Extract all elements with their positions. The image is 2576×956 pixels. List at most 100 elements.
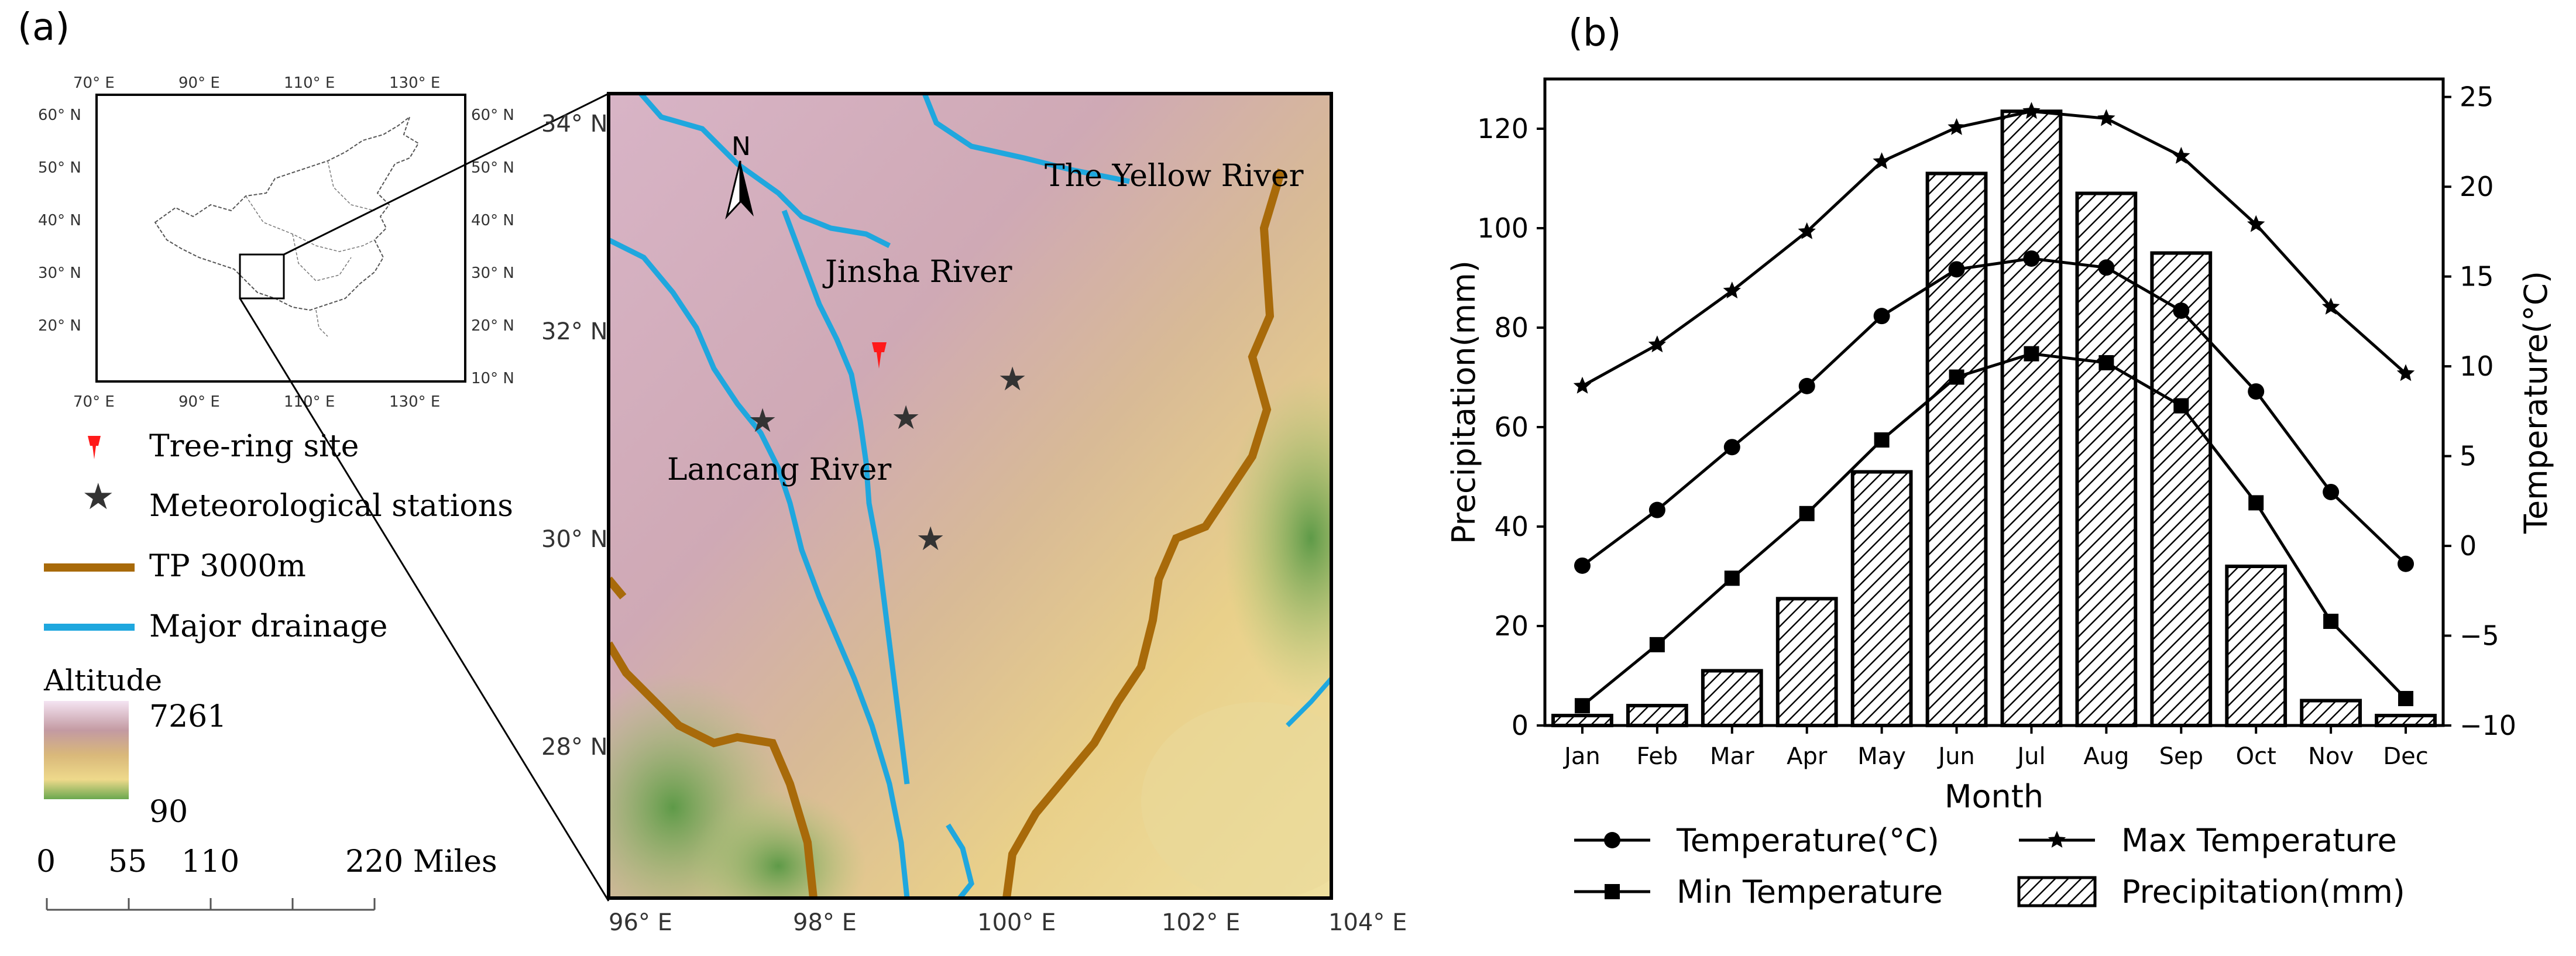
label-yellow-river: The Yellow River <box>1045 159 1304 194</box>
inset-left-tick: 60° N <box>38 106 81 124</box>
max-temperature-point <box>1948 118 1966 135</box>
x-tick-label: Mar <box>1710 743 1754 770</box>
precipitation-bar <box>1775 597 1838 727</box>
min-temperature-point <box>1799 505 1815 521</box>
legend-label: Precipitation(mm) <box>2121 874 2405 910</box>
right-tick-label: 15 <box>2460 261 2494 293</box>
altitude-max: 7261 <box>149 699 226 734</box>
climate-chart: 0 20 40 60 80 100 120 −10 −5 0 5 10 15 20 25 Jan Feb Mar A… <box>1445 77 2554 910</box>
legend-label: Min Temperature <box>1677 874 1943 910</box>
precipitation-bar <box>2150 251 2213 727</box>
lon-tick: 98° E <box>793 909 857 936</box>
inset-right-tick: 20° N <box>471 317 514 335</box>
precipitation-bar <box>1626 704 1688 727</box>
temperature-c-point <box>1948 261 1965 278</box>
lon-tick: 96° E <box>609 909 672 936</box>
scale-bar <box>46 898 376 911</box>
lon-tick: 104° E <box>1328 909 1407 936</box>
inset-top-tick: 130° E <box>389 74 440 92</box>
scale-tick-55: 55 <box>108 844 147 879</box>
max-temperature-point <box>2097 109 2115 126</box>
lat-tick: 30° N <box>541 526 608 553</box>
inset-right-tick: 60° N <box>471 106 514 124</box>
right-tick-label: 5 <box>2460 441 2477 472</box>
precipitation-bar <box>1551 714 1613 727</box>
temperature-c-point <box>2323 483 2340 500</box>
temperature-c-point <box>1648 501 1665 518</box>
right-tick-label: 10 <box>2460 350 2494 382</box>
min-temperature-point <box>2098 355 2114 370</box>
lon-tick: 102° E <box>1162 909 1240 936</box>
study-area-box <box>239 253 285 300</box>
temperature-c-line <box>1581 257 2407 567</box>
precipitation-bar <box>2075 191 2138 727</box>
zoom-connectors <box>239 92 610 902</box>
inset-frame <box>95 94 466 383</box>
temperature-c-point <box>1873 308 1890 325</box>
x-tick-label: Sep <box>2159 743 2203 770</box>
legend-label: Max Temperature <box>2121 822 2397 859</box>
inset-right-tick: 40° N <box>471 212 514 229</box>
station-star-icon: ★ <box>891 399 921 437</box>
max-temperature-point <box>1723 281 1741 299</box>
temperature-c-point <box>1723 439 1740 456</box>
station-star-icon: ★ <box>916 520 945 558</box>
scale-tick-0: 0 <box>36 844 56 879</box>
inset-top-tick: 70° E <box>73 74 115 92</box>
scale-tick-110: 110 <box>181 844 239 879</box>
inset-right-tick: 10° N <box>471 370 514 387</box>
station-star-icon: ★ <box>748 402 777 440</box>
inset-left-tick: 50° N <box>38 159 81 177</box>
min-temperature-point <box>1574 698 1590 714</box>
temperature-c-point <box>1574 557 1591 574</box>
inset-map: 70° E 90° E 110° E 130° E 70° E 90° E 11… <box>38 74 514 411</box>
inset-bottom-tick: 70° E <box>73 393 115 411</box>
legend-label: Temperature(°C) <box>1676 822 1939 859</box>
inset-bottom-tick: 90° E <box>178 393 220 411</box>
temperature-c-point <box>2248 383 2265 400</box>
altitude-title: Altitude <box>43 663 162 697</box>
inset-left-tick: 30° N <box>38 264 81 282</box>
precipitation-bar <box>2375 714 2437 727</box>
lat-tick: 28° N <box>541 734 608 761</box>
right-tick-label: −5 <box>2460 620 2499 652</box>
scale-tick-220: 220 Miles <box>345 844 497 879</box>
lat-tick: 34° N <box>541 111 608 137</box>
x-tick-label: Apr <box>1787 743 1828 770</box>
label-lancang-river: Lancang River <box>667 452 891 487</box>
max-temperature-point <box>1648 335 1667 353</box>
x-tick-label: Jul <box>2015 743 2045 770</box>
right-tick-label: 0 <box>2460 530 2477 562</box>
max-temperature-point <box>2321 297 2340 315</box>
min-temperature-point <box>1949 369 1964 385</box>
temperature-c-point <box>2398 555 2414 572</box>
x-tick-label: Nov <box>2308 743 2354 770</box>
panel-b-label: (b) <box>1568 12 1622 55</box>
x-tick-label: Oct <box>2236 743 2276 770</box>
legend-star-marker <box>2048 831 2066 848</box>
precipitation-bar <box>1850 470 1913 727</box>
temperature-c-point <box>2098 259 2115 276</box>
inset-bottom-tick: 130° E <box>389 393 440 411</box>
lon-tick: 100° E <box>977 909 1056 936</box>
min-temperature-point <box>1874 432 1890 448</box>
inset-top-tick: 110° E <box>284 74 335 92</box>
min-temperature-point <box>2323 613 2339 629</box>
x-tick-label: Jan <box>1562 743 1600 770</box>
label-jinsha-river: Jinsha River <box>822 255 1012 290</box>
min-temperature-point <box>2248 495 2264 511</box>
inset-right-tick: 30° N <box>471 264 514 282</box>
plot-frame <box>1543 77 2445 727</box>
x-tick-label: May <box>1857 743 1906 770</box>
tree-ring-marker-icon <box>88 436 101 459</box>
altitude-colorbar <box>44 701 129 799</box>
max-temperature-point <box>1798 222 1816 239</box>
x-tick-label: Jun <box>1936 743 1975 770</box>
topo-map: N The Yellow River Jinsha River Lancang … <box>541 92 1407 936</box>
left-tick-label: 100 <box>1477 212 1529 244</box>
max-temperature-point <box>1573 376 1592 394</box>
tree-ring-site-icon <box>872 342 887 369</box>
legend-circle-marker <box>1604 832 1620 848</box>
right-tick-label: 25 <box>2460 81 2494 113</box>
y-axis-label: Precipitation(mm) <box>1445 260 1482 544</box>
